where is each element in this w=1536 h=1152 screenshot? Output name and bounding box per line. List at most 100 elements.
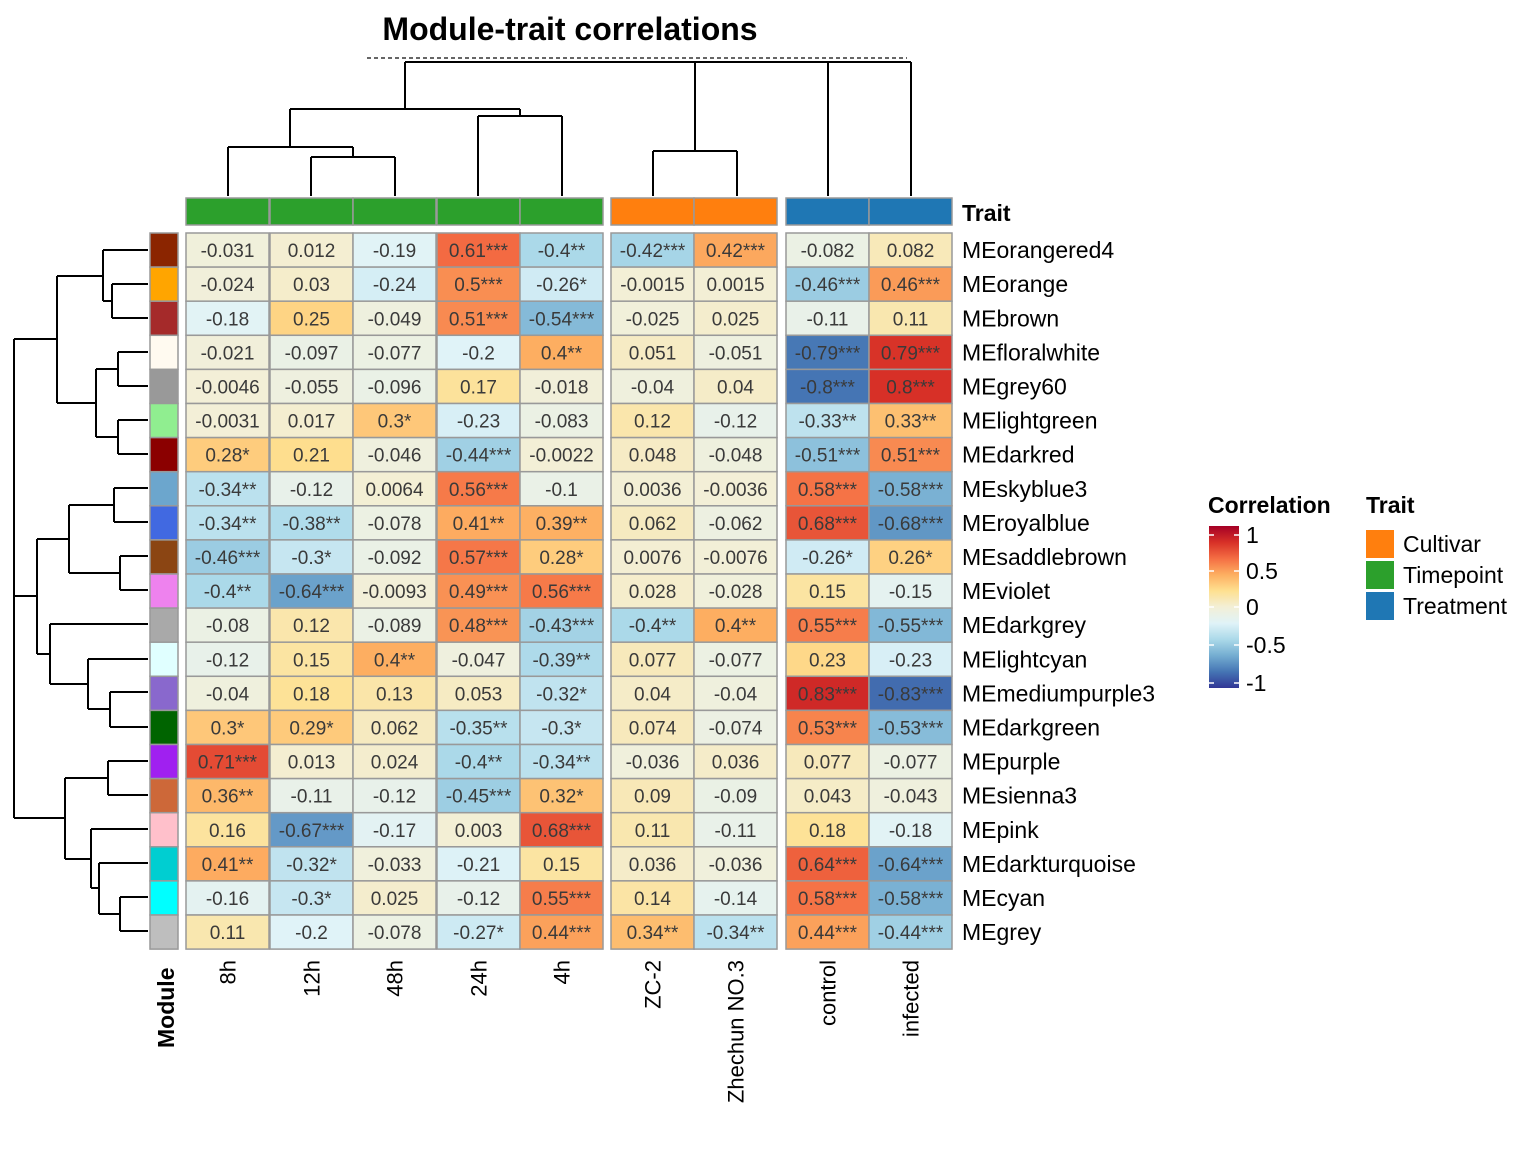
cell-value: -0.51*** — [795, 446, 861, 467]
heatmap-cells: -0.031 0.012 -0.19 0.61*** -0.4** -0.42*** 0.4… — [185, 232, 953, 950]
module-color-mesaddlebrown — [149, 539, 179, 575]
heatmap-cell — [693, 334, 778, 371]
heatmap-cell — [519, 334, 604, 371]
heatmap-cell — [352, 300, 437, 337]
cell-value: -0.0093 — [362, 582, 426, 603]
cell-value: 0.13 — [376, 684, 413, 705]
heatmap-cell — [352, 641, 437, 678]
cell-value: -0.0036 — [703, 480, 767, 501]
cell-value: -0.08 — [206, 616, 249, 637]
heatmap-cell — [610, 709, 695, 746]
heatmap-cell — [868, 470, 953, 507]
cell-value: 0.036 — [712, 753, 760, 774]
cell-value: -0.1 — [545, 480, 578, 501]
row-label-medarkgreen: MEdarkgreen — [962, 714, 1100, 740]
cell-value: -0.67*** — [279, 821, 345, 842]
heatmap-cell — [269, 607, 354, 643]
heatmap-cell — [436, 846, 521, 882]
cell-value: -0.025 — [626, 309, 680, 330]
row-label-medarkturquoise: MEdarkturquoise — [962, 851, 1136, 877]
cell-value: 0.074 — [629, 718, 677, 739]
heatmap-cell — [269, 914, 354, 950]
cell-value: 0.25 — [293, 309, 330, 330]
trait-legend-swatch-cultivar — [1366, 530, 1394, 558]
cell-value: 0.39** — [536, 514, 588, 535]
cell-value: 0.4** — [541, 343, 583, 364]
heatmap-cell — [519, 300, 604, 337]
row-label-megrey60: MEgrey60 — [962, 373, 1067, 399]
cell-value: 0.3* — [378, 412, 412, 433]
heatmap-cell — [610, 641, 695, 678]
heatmap-cell — [693, 607, 778, 643]
module-color-medarkred — [149, 436, 179, 473]
heatmap-cell — [185, 232, 270, 268]
cell-value: -0.036 — [709, 855, 763, 876]
heatmap-cell — [352, 846, 437, 882]
cell-value: -0.23 — [889, 650, 932, 671]
heatmap-cell — [868, 880, 953, 916]
cell-value: -0.092 — [368, 548, 422, 569]
module-color-medarkgreen — [149, 709, 179, 746]
cell-value: -0.34** — [198, 514, 257, 535]
cell-value: -0.53*** — [878, 718, 944, 739]
cell-value: 0.58*** — [798, 480, 858, 501]
heatmap-cell — [185, 743, 270, 780]
row-dendrogram — [13, 249, 148, 932]
row-label-mesaddlebrown: MEsaddlebrown — [962, 544, 1127, 570]
cell-value: -0.26* — [536, 275, 587, 296]
cell-value: -0.42*** — [620, 241, 686, 262]
heatmap-cell — [519, 232, 604, 268]
trait-legend-label-cultivar: Cultivar — [1403, 531, 1481, 557]
cell-value: 0.18 — [809, 821, 846, 842]
heatmap-cell — [185, 436, 270, 473]
trait-annotation-control — [785, 197, 870, 226]
row-label-medarkgrey: MEdarkgrey — [962, 612, 1086, 638]
heatmap-cell — [436, 709, 521, 746]
cell-value: -0.051 — [709, 343, 763, 364]
cell-value: -0.44*** — [446, 446, 512, 467]
row-label-mebrown: MEbrown — [962, 305, 1059, 331]
row-label-mepurple: MEpurple — [962, 749, 1060, 775]
heatmap-cell — [185, 607, 270, 643]
heatmap-cell — [693, 436, 778, 473]
heatmap-cell — [185, 505, 270, 541]
cell-value: -0.26* — [802, 548, 853, 569]
cell-value: 0.68*** — [532, 821, 592, 842]
heatmap-cell — [868, 402, 953, 439]
heatmap-cell — [185, 641, 270, 678]
cell-value: -0.0031 — [195, 412, 259, 433]
cell-value: 0.29* — [289, 718, 334, 739]
heatmap-cell — [785, 709, 870, 746]
cell-value: 0.15 — [809, 582, 846, 603]
heatmap-cell — [436, 880, 521, 916]
heatmap-cell — [519, 470, 604, 507]
cell-value: 0.51*** — [449, 309, 509, 330]
colorbar-tick-label: 0.5 — [1246, 558, 1278, 584]
cell-value: -0.062 — [709, 514, 763, 535]
cell-value: -0.46*** — [195, 548, 261, 569]
row-label-meviolet: MEviolet — [962, 578, 1051, 604]
cell-value: -0.018 — [535, 377, 589, 398]
cell-value: 0.71*** — [198, 753, 258, 774]
heatmap-cell — [519, 368, 604, 405]
cell-value: -0.24 — [373, 275, 417, 296]
cell-value: 0.013 — [288, 753, 336, 774]
cell-value: -0.078 — [368, 923, 422, 944]
row-label-meskyblue3: MEskyblue3 — [962, 476, 1087, 502]
heatmap-cell — [785, 505, 870, 541]
heatmap-cell — [436, 641, 521, 678]
heatmap-cell — [693, 641, 778, 678]
cell-value: 0.15 — [293, 650, 330, 671]
cell-value: 0.64*** — [798, 855, 858, 876]
chart-title: Module-trait correlations — [382, 11, 757, 47]
cell-value: -0.043 — [884, 787, 938, 808]
heatmap-cell — [269, 368, 354, 405]
heatmap-cell — [269, 846, 354, 882]
cell-value: 0.024 — [371, 753, 419, 774]
cell-value: -0.4** — [629, 616, 677, 637]
column-label-4h: 4h — [550, 960, 575, 984]
cell-value: -0.12 — [373, 787, 416, 808]
heatmap-cell — [693, 470, 778, 507]
cell-value: -0.44*** — [878, 923, 944, 944]
